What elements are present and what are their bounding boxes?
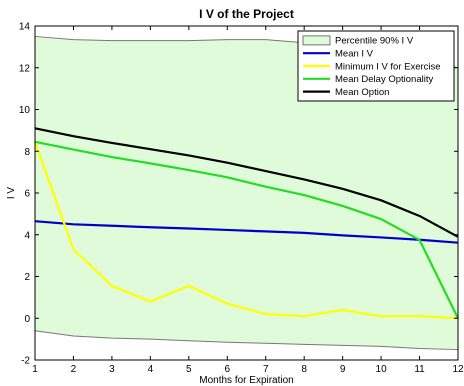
x-tick-label: 9 xyxy=(340,364,346,375)
x-tick-label: 11 xyxy=(414,364,425,375)
y-tick-label: -2 xyxy=(21,356,30,367)
series-layer xyxy=(33,127,459,320)
legend-label-minimum-i-v-for-exercise: Minimum I V for Exercise xyxy=(335,61,441,72)
y-tick-label: 4 xyxy=(24,230,30,241)
x-tick-label: 6 xyxy=(224,364,230,375)
series-line-mean-i-v xyxy=(34,220,459,244)
x-tick-label: 8 xyxy=(301,364,307,375)
x-tick-label: 7 xyxy=(263,364,269,375)
x-tick-label: 5 xyxy=(186,364,192,375)
legend-label-mean-delay-optionality: Mean Delay Optionality xyxy=(335,74,433,85)
legend-label-mean-i-v: Mean I V xyxy=(335,49,374,60)
x-tick-label: 4 xyxy=(148,364,154,375)
y-tick-label: 10 xyxy=(19,105,31,116)
y-tick-label: 12 xyxy=(19,63,31,74)
x-tick-label: 3 xyxy=(109,364,115,375)
legend-label-percentile-90-i-v: Percentile 90% I V xyxy=(335,36,414,47)
y-axis-title: I V xyxy=(6,187,17,200)
series-line-mean-option xyxy=(34,127,459,238)
y-tick-label: 2 xyxy=(24,272,30,283)
percentile-band xyxy=(35,36,458,350)
x-axis-title: Months for Expiration xyxy=(199,375,294,386)
y-tick-label: 8 xyxy=(24,147,30,158)
series-line-mean-delay-optionality xyxy=(34,140,459,319)
x-tick-label: 10 xyxy=(376,364,388,375)
x-tick-label: 12 xyxy=(452,364,464,375)
legend-label-mean-option: Mean Option xyxy=(335,87,389,98)
y-tick-label: 14 xyxy=(19,22,31,33)
percentile-band-lower-edge xyxy=(34,330,459,351)
chart-title: I V of the Project xyxy=(199,7,294,21)
x-tick-label: 1 xyxy=(32,364,38,375)
x-tick-label: 2 xyxy=(71,364,77,375)
legend-swatch-band xyxy=(302,35,331,46)
y-tick-label: 6 xyxy=(24,189,30,200)
series-line-minimum-i-v-for-exercise xyxy=(33,141,459,320)
y-tick-label: 0 xyxy=(24,314,30,325)
